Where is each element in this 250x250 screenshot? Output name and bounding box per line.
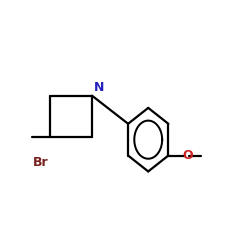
Text: Br: Br: [33, 156, 48, 168]
Text: O: O: [182, 149, 193, 162]
Text: N: N: [94, 81, 104, 94]
